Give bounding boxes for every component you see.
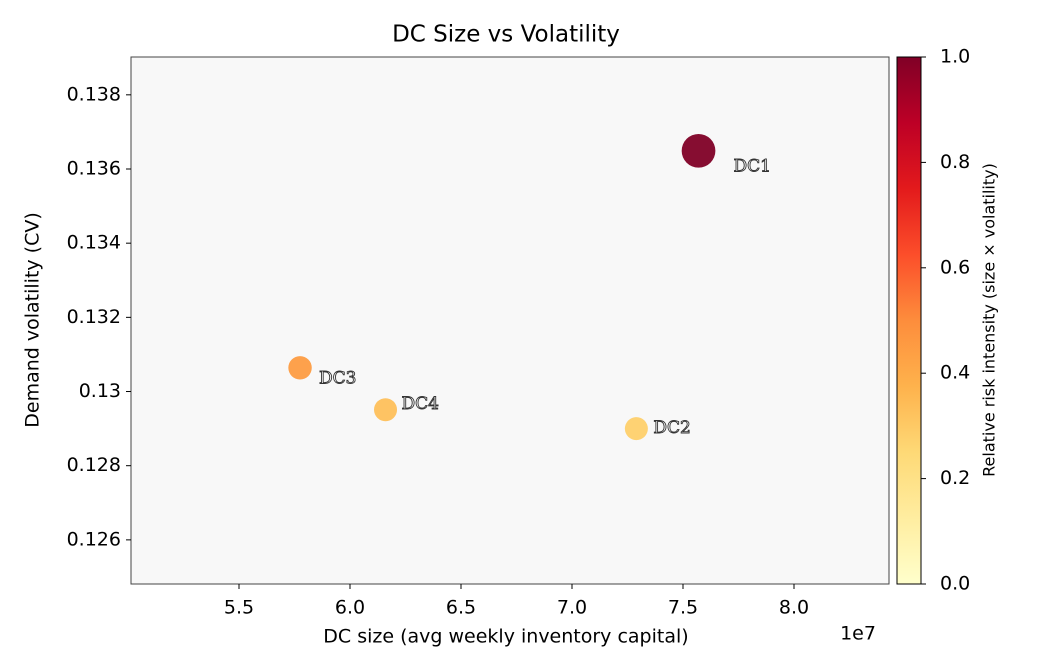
point [681,133,716,168]
x-tick-label: 7.5 [668,597,698,619]
colorbar-label: Relative risk intensity (size × volatili… [980,163,999,477]
point [374,398,398,422]
y-tick-label: 0.138 [67,83,121,105]
plot-area [130,56,890,585]
x-tick-label: 5.5 [224,597,254,619]
colorbar-tick-label: 0.6 [940,256,970,278]
point-label: DC2 [653,418,690,438]
x-offset-label: 1e7 [840,623,876,645]
y-tick-label: 0.132 [67,306,121,328]
colorbar-tick-label: 0.0 [940,573,970,595]
colorbar-tick-label: 0.2 [940,467,970,489]
y-axis-label: Demand volatility (CV) [22,212,44,428]
point-label: DC1 [734,156,771,176]
x-tick-label: 6.0 [335,597,365,619]
chart-title: DC Size vs Volatility [392,22,620,48]
colorbar-tick-label: 0.4 [940,362,970,384]
point-label: DC3 [319,368,356,388]
colorbar-tick-label: 0.8 [940,151,970,173]
y-tick-label: 0.13 [79,380,121,402]
y-tick-label: 0.128 [67,454,121,476]
x-tick-label: 8.0 [779,597,809,619]
y-tick-label: 0.126 [67,528,121,550]
point-label: DC4 [402,394,439,414]
point [624,417,648,441]
y-tick-label: 0.134 [67,232,121,254]
x-tick-label: 7.0 [557,597,587,619]
y-tick-label: 0.136 [67,158,121,180]
x-axis-label: DC size (avg weekly inventory capital) [323,626,688,648]
colorbar [896,56,922,585]
colorbar-tick-label: 1.0 [940,46,970,68]
x-tick-label: 6.5 [446,597,476,619]
point [288,356,312,380]
